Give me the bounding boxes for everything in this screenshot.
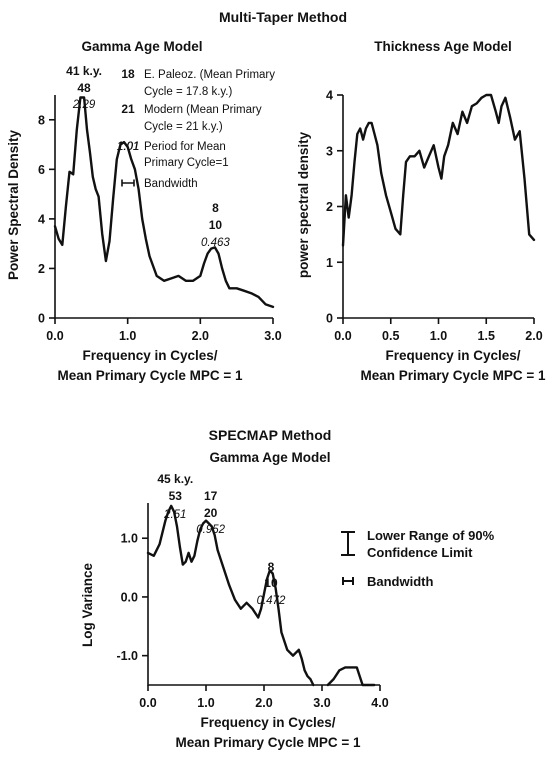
series-line xyxy=(146,504,376,687)
legend-key: 21 xyxy=(121,102,135,116)
bottom-section-title: SPECMAP Method xyxy=(209,427,332,443)
peak-annotation: 17 xyxy=(204,489,218,503)
bandwidth-symbol xyxy=(342,577,354,585)
x-axis-label: Frequency in Cycles/ xyxy=(385,348,520,363)
legend-key: 1.01 xyxy=(117,141,139,153)
series-line xyxy=(341,93,536,247)
confidence-limit-symbol xyxy=(341,531,355,556)
peak-annotation: 8 xyxy=(268,560,275,574)
legend-key: 18 xyxy=(121,67,135,81)
x-tick-label: 3.0 xyxy=(313,696,330,710)
x-axis-label: Frequency in Cycles/ xyxy=(200,715,335,730)
x-axis-label: Frequency in Cycles/ xyxy=(82,348,217,363)
y-tick-label: 2 xyxy=(326,200,333,214)
peak-annotation: 45 k.y. xyxy=(157,472,193,486)
axes-frame xyxy=(342,95,534,319)
x-tick-label: 2.0 xyxy=(192,329,209,343)
peak-annotation: 48 xyxy=(77,81,91,95)
peak-annotation: 41 k.y. xyxy=(66,64,102,78)
y-tick-label: 4 xyxy=(326,89,333,103)
series-line xyxy=(53,96,275,309)
y-tick-label: 4 xyxy=(38,212,45,226)
chart-gamma-specmap: Gamma Age Model 1.0 0.0 -1.0 0.0 1.0 2.0 3.0 4.0… xyxy=(80,450,495,750)
x-tick-label: 1.0 xyxy=(430,329,447,343)
x-tick-label: 0.0 xyxy=(334,329,351,343)
legend-text: Period for Mean xyxy=(144,141,226,153)
y-tick-label: 0 xyxy=(326,312,333,326)
x-tick-label: 0.5 xyxy=(382,329,399,343)
chart-title: Gamma Age Model xyxy=(81,39,202,54)
y-tick-label: 3 xyxy=(326,144,333,158)
chart-title: Gamma Age Model xyxy=(209,450,330,465)
peak-annotation: 8 xyxy=(212,201,219,215)
y-axis-label: power spectral density xyxy=(296,131,311,278)
chart-gamma-multitaper: Gamma Age Model 0 2 4 6 8 0.0 1.0 2.0 3.0 Frequenc… xyxy=(6,39,282,383)
peak-annotation: 10 xyxy=(209,218,223,232)
legend-text: E. Paleoz. (Mean Primary xyxy=(144,69,275,81)
peak-annotation: 0.952 xyxy=(196,524,225,536)
x-tick-label: 1.5 xyxy=(478,329,495,343)
x-tick-label: 2.0 xyxy=(525,329,542,343)
peak-annotation: 53 xyxy=(169,489,183,503)
legend-text: Bandwidth xyxy=(144,178,198,190)
legend-text: Confidence Limit xyxy=(367,545,473,560)
x-axis-label: Mean Primary Cycle MPC = 1 xyxy=(176,735,361,750)
peak-annotation: 2.29 xyxy=(72,99,96,111)
x-tick-label: 4.0 xyxy=(371,696,388,710)
x-tick-label: 0.0 xyxy=(139,696,156,710)
y-tick-label: 6 xyxy=(38,163,45,177)
peak-annotation: 0.463 xyxy=(201,237,230,249)
bandwidth-symbol xyxy=(121,179,135,187)
y-tick-label: 8 xyxy=(38,113,45,127)
y-tick-label: -1.0 xyxy=(116,649,138,663)
peak-annotation: 2.51 xyxy=(163,509,186,521)
y-tick-label: 0 xyxy=(38,312,45,326)
y-tick-label: 0.0 xyxy=(121,590,138,604)
peak-annotation: 20 xyxy=(204,506,218,520)
y-tick-label: 2 xyxy=(38,262,45,276)
x-tick-label: 3.0 xyxy=(264,329,281,343)
chart-title: Thickness Age Model xyxy=(374,39,512,54)
legend-text: Modern (Mean Primary xyxy=(144,104,262,116)
x-tick-label: 1.0 xyxy=(119,329,136,343)
legend-text: Lower Range of 90% xyxy=(367,528,495,543)
legend-text: Primary Cycle=1 xyxy=(144,157,229,169)
peak-annotation: 10 xyxy=(264,576,278,590)
y-tick-label: 1.0 xyxy=(121,532,138,546)
legend-text: Cycle = 17.8 k.y.) xyxy=(144,86,232,98)
figure-title: Multi-Taper Method xyxy=(219,9,347,25)
y-tick-label: 1 xyxy=(326,256,333,270)
peak-annotation: 1.01 xyxy=(117,141,139,153)
x-tick-label: 2.0 xyxy=(255,696,272,710)
x-tick-label: 1.0 xyxy=(197,696,214,710)
x-tick-label: 0.0 xyxy=(46,329,63,343)
chart-thickness-multitaper: Thickness Age Model 0 1 2 3 4 0.0 0.5 1.0 1.5 2.0 F… xyxy=(296,39,546,383)
peak-annotation: 0.472 xyxy=(257,595,286,607)
x-axis-label: Mean Primary Cycle MPC = 1 xyxy=(361,368,546,383)
legend-text: Bandwidth xyxy=(367,574,433,589)
legend-text: Cycle = 21 k.y.) xyxy=(144,121,223,133)
y-axis-label: Log Variance xyxy=(80,562,95,647)
y-axis-label: Power Spectral Density xyxy=(6,129,21,280)
x-axis-label: Mean Primary Cycle MPC = 1 xyxy=(58,368,243,383)
